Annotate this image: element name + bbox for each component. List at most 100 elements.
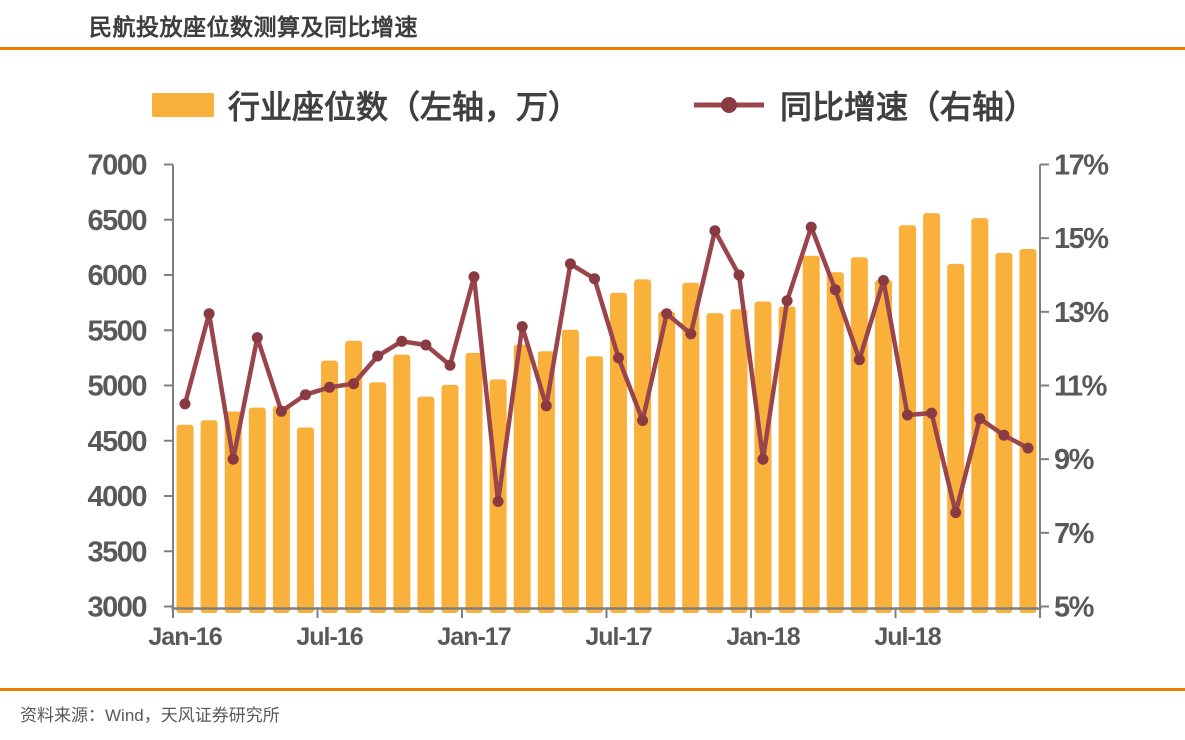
bar-Dec-17: [730, 309, 748, 613]
bar-Jun-17: [586, 356, 603, 613]
page-title: 民航投放座位数测算及同比增速: [89, 14, 418, 40]
bar-Feb-16: [200, 420, 218, 613]
bar-Mar-17: [513, 344, 531, 613]
bar-Nov-17: [706, 313, 724, 613]
bar-May-17: [561, 329, 579, 613]
x-axis-label: Jan-18: [726, 623, 800, 651]
bar-Sep-17: [658, 311, 676, 613]
growth-marker-Oct-16: [396, 335, 408, 347]
bar-Aug-16: [345, 340, 363, 613]
growth-marker-Nov-16: [420, 339, 432, 351]
title-underline-rule: [0, 47, 1185, 50]
growth-marker-Mar-18: [805, 221, 817, 233]
legend-item-bars: 行业座位数（左轴，万）: [152, 82, 580, 128]
bar-Jan-16: [176, 424, 194, 613]
growth-marker-Sep-17: [661, 308, 673, 320]
bar-Nov-16: [417, 396, 435, 613]
bar-Dec-16: [441, 384, 459, 613]
legend-label-bars: 行业座位数（左轴，万）: [228, 89, 581, 125]
growth-marker-Nov-17: [709, 225, 721, 237]
right-axis-label: 5%: [1054, 592, 1095, 624]
bar-series-swatch: [152, 93, 214, 117]
bar-Dec-18: [1019, 249, 1037, 613]
left-axis-label: 4000: [87, 481, 146, 513]
growth-marker-Feb-18: [781, 295, 793, 307]
footer-rule: [0, 688, 1185, 691]
bar-Jul-16: [321, 360, 338, 613]
left-axis-label: 3500: [87, 536, 146, 568]
bar-Aug-17: [634, 279, 652, 613]
growth-marker-Feb-16: [203, 308, 215, 320]
growth-marker-Oct-18: [974, 413, 986, 425]
right-axis-label: 11%: [1054, 371, 1108, 403]
growth-marker-Jun-18: [878, 275, 889, 286]
growth-marker-Dec-17: [733, 269, 745, 281]
bar-Oct-16: [393, 354, 411, 613]
growth-marker-Mar-16: [227, 453, 239, 465]
x-axis-label: Jul-16: [296, 623, 362, 651]
x-axis-label: Jul-18: [874, 623, 941, 651]
bar-Mar-18: [802, 255, 820, 613]
bar-May-18: [850, 257, 868, 613]
right-axis-label: 9%: [1054, 444, 1095, 476]
right-axis-label: 15%: [1054, 223, 1109, 255]
bar-Jun-18: [875, 280, 892, 613]
growth-marker-Mar-17: [516, 321, 528, 333]
left-axis-label: 6500: [87, 205, 146, 237]
growth-marker-Aug-18: [926, 407, 938, 419]
growth-marker-Jul-18: [902, 409, 913, 421]
growth-marker-Oct-17: [685, 328, 697, 340]
growth-marker-Feb-17: [492, 496, 504, 507]
growth-marker-Aug-17: [637, 415, 649, 426]
bar-Sep-18: [947, 263, 965, 613]
bar-Oct-17: [682, 282, 700, 613]
growth-marker-Aug-16: [348, 378, 360, 390]
left-axis-label: 5000: [87, 371, 146, 403]
growth-marker-Dec-18: [1022, 442, 1034, 454]
legend-label-line: 同比增速（右轴）: [779, 89, 1036, 125]
right-axis-label: 13%: [1054, 297, 1109, 329]
bar-Apr-16: [248, 407, 266, 613]
bar-Jun-16: [297, 427, 314, 613]
left-axis-label: 6000: [87, 260, 146, 292]
growth-marker-Jan-17: [468, 271, 480, 283]
x-axis-label: Jan-16: [148, 623, 221, 651]
growth-marker-Nov-18: [998, 429, 1010, 441]
line-series-swatch: [693, 97, 764, 113]
left-axis-label: 4500: [87, 426, 146, 458]
x-axis-label: Jul-17: [585, 623, 651, 651]
growth-marker-May-16: [275, 405, 287, 417]
bar-Apr-17: [537, 351, 555, 613]
growth-marker-Apr-16: [251, 332, 263, 344]
left-axis-label: 5500: [87, 315, 146, 347]
growth-marker-May-18: [853, 354, 865, 366]
source-note: 资料来源：Wind，天风证券研究所: [20, 706, 280, 725]
growth-marker-Dec-16: [444, 359, 456, 371]
bar-Apr-18: [826, 272, 844, 613]
growth-marker-May-17: [564, 258, 576, 270]
growth-marker-Jun-16: [300, 389, 311, 401]
bar-Jan-17: [465, 352, 483, 613]
growth-marker-Jul-16: [324, 381, 335, 393]
growth-marker-Sep-16: [372, 350, 384, 362]
bar-Mar-16: [224, 411, 242, 613]
growth-marker-Jun-17: [589, 273, 600, 285]
growth-marker-Apr-18: [829, 284, 841, 296]
growth-marker-Jul-17: [613, 352, 624, 364]
right-axis-label: 17%: [1054, 150, 1109, 182]
left-axis-label: 7000: [87, 150, 146, 182]
bar-Feb-18: [778, 306, 796, 613]
legend-item-line: 同比增速（右轴）: [692, 82, 1036, 128]
growth-marker-Jan-16: [179, 398, 191, 410]
growth-marker-Jan-18: [757, 453, 769, 465]
growth-marker-Apr-17: [540, 400, 552, 412]
legend: 行业座位数（左轴，万） 同比增速（右轴）: [152, 82, 1036, 128]
right-axis-label: 7%: [1054, 518, 1095, 550]
bar-May-16: [272, 405, 290, 613]
x-axis-label: Jan-17: [437, 623, 510, 651]
growth-marker-Sep-18: [950, 507, 962, 519]
bar-Sep-16: [369, 382, 387, 613]
left-axis-label: 3000: [87, 592, 146, 624]
